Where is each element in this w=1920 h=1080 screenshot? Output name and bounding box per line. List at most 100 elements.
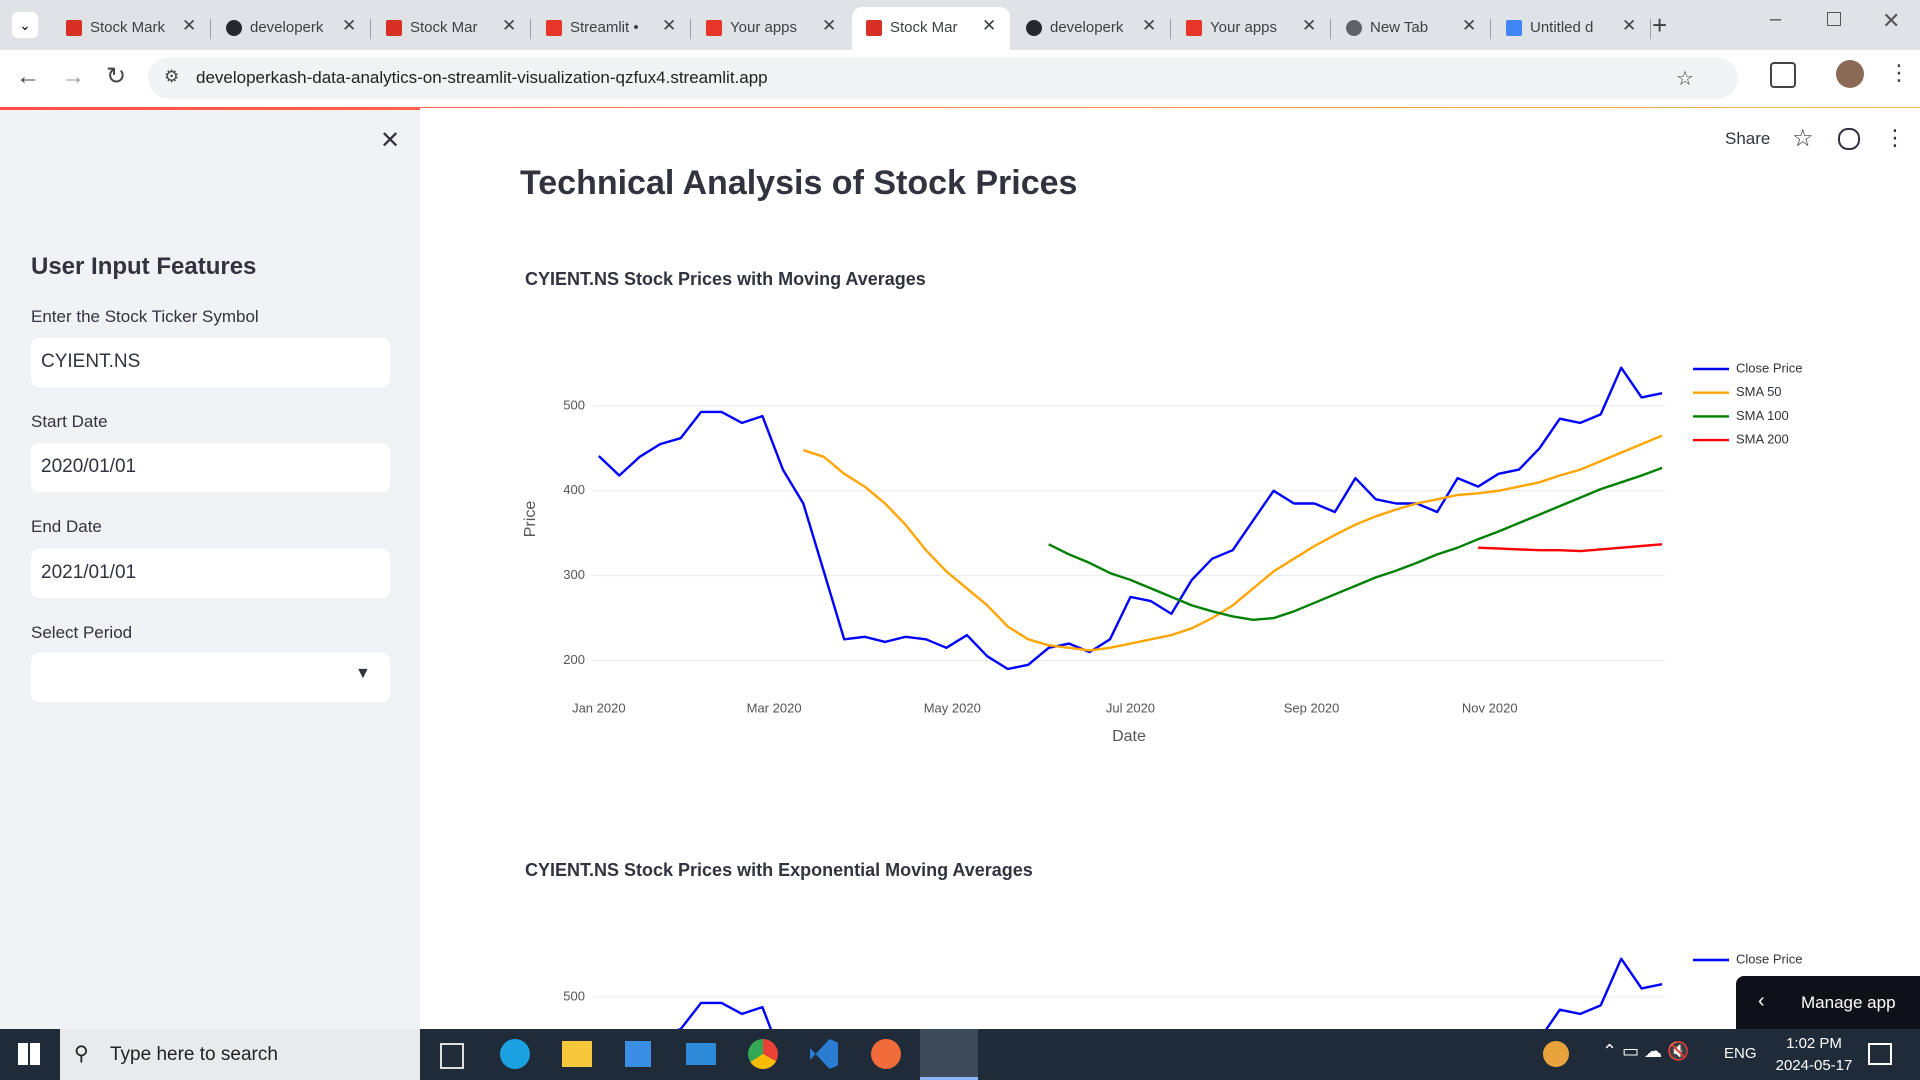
tab-close[interactable]: ✕	[342, 16, 357, 35]
search-box[interactable]: ⚲ Type here to search	[60, 1029, 420, 1080]
app-menu[interactable]: ⋮	[1884, 125, 1906, 150]
browser-tab[interactable]: New Tab ✕	[1332, 7, 1491, 50]
tab-title: Stock Mar	[890, 19, 958, 36]
x-tick-label: Jul 2020	[1106, 700, 1155, 715]
browser-menu[interactable]: ⋮	[1888, 60, 1910, 85]
series-line	[802, 434, 1663, 652]
browser-tab[interactable]: Streamlit • ✕	[532, 7, 691, 50]
language[interactable]: ENG	[1724, 1045, 1757, 1062]
series-line	[676, 957, 1663, 1029]
tab-separator	[1330, 19, 1331, 39]
series-line	[1478, 543, 1663, 553]
tab-favicon	[706, 20, 722, 36]
legend-label: SMA 100	[1736, 408, 1789, 423]
browser-tab[interactable]: Untitled d ✕	[1492, 7, 1651, 50]
weather-icon[interactable]	[1543, 1041, 1569, 1067]
y-tick-label: 500	[563, 988, 585, 1003]
postman-icon[interactable]	[871, 1039, 901, 1069]
tab-favicon	[66, 20, 82, 36]
series-line	[1048, 466, 1663, 621]
minimize-button[interactable]: –	[1770, 8, 1782, 30]
clock-time[interactable]: 1:02 PM	[1786, 1035, 1842, 1052]
tab-close[interactable]: ✕	[502, 16, 517, 35]
chart-title: CYIENT.NS Stock Prices with Exponential …	[525, 860, 1033, 880]
explorer-icon[interactable]	[562, 1041, 592, 1067]
profile-avatar[interactable]	[1836, 60, 1864, 88]
tab-title: Stock Mar	[410, 19, 478, 36]
chrome-icon[interactable]	[748, 1039, 778, 1069]
extensions-button[interactable]	[1770, 62, 1796, 88]
browser-tab[interactable]: Your apps ✕	[692, 7, 850, 50]
end-date-input[interactable]: 2021/01/01	[31, 549, 390, 598]
main-content: Technical Analysis of Stock Prices Share…	[420, 108, 1920, 1029]
new-tab-button[interactable]: +	[1652, 10, 1668, 40]
task-view-button[interactable]	[440, 1043, 464, 1069]
back-button[interactable]: ←	[16, 63, 40, 90]
clock-date[interactable]: 2024-05-17	[1775, 1057, 1853, 1074]
tab-title: developerk	[250, 19, 324, 36]
browser-tab[interactable]: Stock Mark ✕	[52, 7, 211, 50]
close-window-button[interactable]: ✕	[1882, 8, 1901, 33]
chart: CYIENT.NS Stock Prices with Exponential …	[525, 860, 1802, 1029]
site-info-icon[interactable]: ⚙	[164, 67, 180, 86]
store-icon[interactable]	[625, 1041, 651, 1067]
share-button[interactable]: Share	[1725, 129, 1771, 148]
tab-title: developerk	[1050, 19, 1124, 36]
tab-close[interactable]: ✕	[182, 16, 197, 35]
browser-tab[interactable]: developerk ✕	[212, 7, 371, 50]
close-sidebar-button[interactable]: ✕	[380, 127, 401, 154]
tab-favicon	[1346, 20, 1362, 36]
y-tick-label: 400	[563, 482, 585, 497]
mail-icon[interactable]	[686, 1043, 716, 1065]
tray-icons[interactable]: ⌃ ▭ ☁ 🔇	[1602, 1041, 1690, 1061]
tab-close[interactable]: ✕	[1142, 16, 1157, 35]
tab-close[interactable]: ✕	[982, 16, 997, 35]
chevron-icon: ‹	[1758, 990, 1765, 1012]
tab-close[interactable]: ✕	[662, 16, 677, 35]
tab-close[interactable]: ✕	[1622, 16, 1637, 35]
forward-button[interactable]: →	[61, 63, 85, 90]
tab-search-button[interactable]: ⌄	[12, 12, 38, 38]
legend-label: SMA 200	[1736, 432, 1789, 447]
restore-button[interactable]	[1827, 12, 1841, 26]
url-box[interactable]: ⚙ developerkash-data-analytics-on-stream…	[148, 57, 1738, 99]
favorite-button[interactable]: ☆	[1792, 125, 1814, 152]
vscode-icon[interactable]	[810, 1039, 838, 1069]
tab-favicon	[1026, 20, 1042, 36]
x-axis-title: Date	[1112, 728, 1146, 745]
tab-separator	[1170, 19, 1171, 39]
browser-tab[interactable]: Stock Mar ✕	[852, 7, 1010, 50]
edge-icon[interactable]	[500, 1039, 530, 1069]
tab-favicon	[1506, 20, 1522, 36]
tab-close[interactable]: ✕	[1302, 16, 1317, 35]
chart-title: CYIENT.NS Stock Prices with Moving Avera…	[525, 269, 926, 289]
taskbar: ⚲ Type here to search ⌃ ▭ ☁ 🔇 ENG 1:02 P…	[0, 1029, 1920, 1080]
tab-close[interactable]: ✕	[1462, 16, 1477, 35]
browser-tab[interactable]: Stock Mar ✕	[372, 7, 531, 50]
x-tick-label: Mar 2020	[747, 700, 802, 715]
tab-title: New Tab	[1370, 19, 1429, 36]
field-label: Start Date	[31, 412, 108, 431]
tab-favicon	[546, 20, 562, 36]
reload-button[interactable]: ↻	[106, 63, 127, 90]
active-app-icon[interactable]	[920, 1029, 978, 1080]
tab-close[interactable]: ✕	[822, 16, 837, 35]
tab-separator	[210, 19, 211, 39]
bookmark-star[interactable]: ☆	[1676, 68, 1694, 90]
ticker-input[interactable]: CYIENT.NS	[31, 338, 390, 387]
period-select[interactable]: ▼	[31, 653, 390, 702]
github-button[interactable]	[1838, 128, 1860, 150]
start-date-input[interactable]: 2020/01/01	[31, 443, 390, 492]
notifications-button[interactable]	[1868, 1043, 1892, 1065]
start-button[interactable]	[18, 1043, 40, 1065]
manage-app-button[interactable]: ‹ Manage app	[1736, 976, 1920, 1029]
browser-tab[interactable]: Your apps ✕	[1172, 7, 1331, 50]
legend-label: Close Price	[1736, 360, 1802, 375]
sidebar-heading: User Input Features	[31, 253, 257, 280]
tab-title: Your apps	[730, 19, 798, 36]
page-title: Technical Analysis of Stock Prices	[520, 164, 1078, 202]
field-label: Enter the Stock Ticker Symbol	[31, 307, 259, 326]
browser-tab[interactable]: developerk ✕	[1012, 7, 1171, 50]
manage-app-label: Manage app	[1801, 993, 1896, 1012]
chart: CYIENT.NS Stock Prices with Moving Avera…	[522, 269, 1802, 745]
